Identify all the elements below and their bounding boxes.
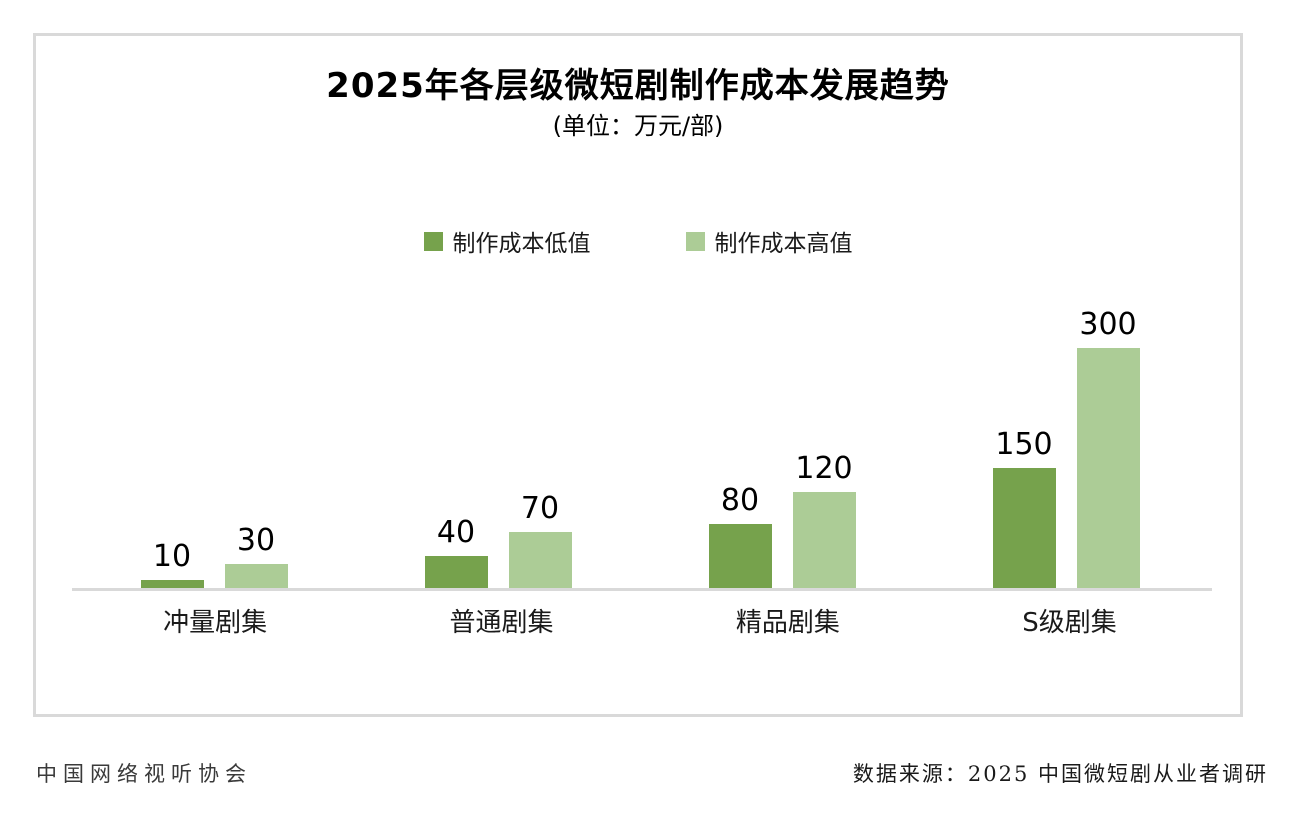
bar	[792, 492, 856, 588]
bar-group-1: 40 70	[424, 491, 572, 588]
legend-swatch-icon	[685, 231, 705, 251]
x-axis-labels: 冲量剧集 普通剧集 精品剧集 S级剧集	[72, 602, 1208, 639]
bar	[224, 564, 288, 588]
chart-title: 2025年各层级微短剧制作成本发展趋势	[326, 66, 950, 106]
bar	[708, 524, 772, 588]
legend-label: 制作成本高值	[714, 231, 853, 257]
footer-data-source: 数据来源：2025 中国微短剧从业者调研	[852, 762, 1268, 786]
bar-value-label: 150	[995, 427, 1053, 462]
bar-column: 30	[224, 523, 288, 588]
footer-organization: 中国网络视听协会	[36, 762, 252, 786]
bar-group-2: 80 120	[708, 451, 856, 588]
legend-label: 制作成本低值	[452, 231, 591, 257]
bar-column: 80	[708, 483, 772, 588]
category-label: 精品剧集	[735, 608, 840, 638]
category-label: 普通剧集	[449, 608, 554, 638]
chart-legend: 制作成本低值 制作成本高值	[36, 224, 1240, 258]
bar-value-label: 300	[1079, 307, 1137, 342]
bar-column: 300	[1076, 307, 1140, 588]
chart-subtitle: (单位：万元/部)	[552, 112, 724, 140]
bar	[508, 532, 572, 588]
legend-swatch-icon	[423, 231, 443, 251]
legend-item-0: 制作成本低值	[423, 224, 591, 258]
bar-group-3: 150 300	[992, 307, 1140, 588]
plot-area: 10 30 40 70 80 120 150 300	[72, 288, 1208, 588]
bar-value-label: 80	[720, 483, 760, 518]
legend-item-1: 制作成本高值	[685, 224, 853, 258]
chart-container: 2025年各层级微短剧制作成本发展趋势 (单位：万元/部) 制作成本低值 制作成本…	[33, 33, 1243, 717]
bar-column: 40	[424, 515, 488, 588]
bar-value-label: 10	[152, 539, 192, 574]
category-label: 冲量剧集	[163, 608, 268, 638]
bar-column: 120	[792, 451, 856, 588]
bar-value-label: 70	[520, 491, 560, 526]
bar-value-label: 30	[236, 523, 276, 558]
chart-footer: 中国网络视听协会 数据来源：2025 中国微短剧从业者调研	[36, 758, 1268, 788]
bar-group-0: 10 30	[140, 523, 288, 588]
bar-value-label: 40	[436, 515, 476, 550]
bar-column: 10	[140, 539, 204, 588]
bar-column: 150	[992, 427, 1056, 588]
bar-column: 70	[508, 491, 572, 588]
bar	[992, 468, 1056, 588]
bar	[140, 580, 204, 588]
bar	[424, 556, 488, 588]
bar-value-label: 120	[795, 451, 853, 486]
category-label: S级剧集	[1022, 608, 1117, 638]
bar	[1076, 348, 1140, 588]
x-axis-line	[72, 588, 1212, 591]
